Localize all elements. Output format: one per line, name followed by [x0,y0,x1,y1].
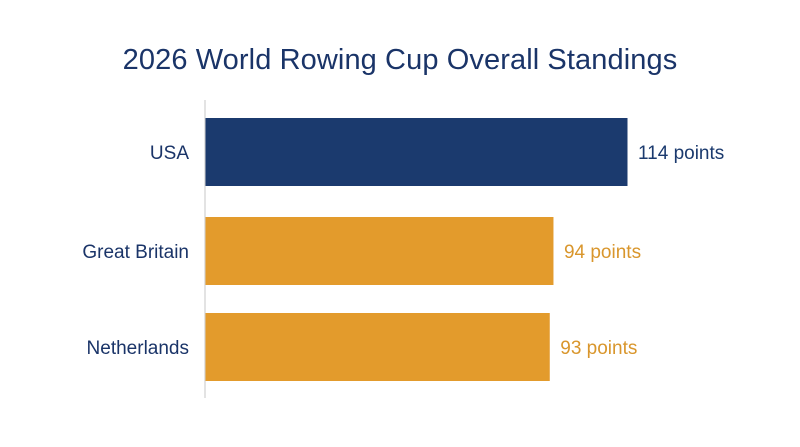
value-label-usa: 114 points [638,143,724,164]
category-label-netherlands: Netherlands [87,338,189,359]
value-label-netherlands: 93 points [560,338,637,359]
chart-title: 2026 World Rowing Cup Overall Standings [122,44,678,76]
category-label-great-britain: Great Britain [82,242,189,263]
bar-great-britain [205,217,554,285]
category-label-usa: USA [150,143,189,164]
value-label-great-britain: 94 points [564,242,641,263]
bar-usa [205,118,628,186]
bar-netherlands [205,313,550,381]
